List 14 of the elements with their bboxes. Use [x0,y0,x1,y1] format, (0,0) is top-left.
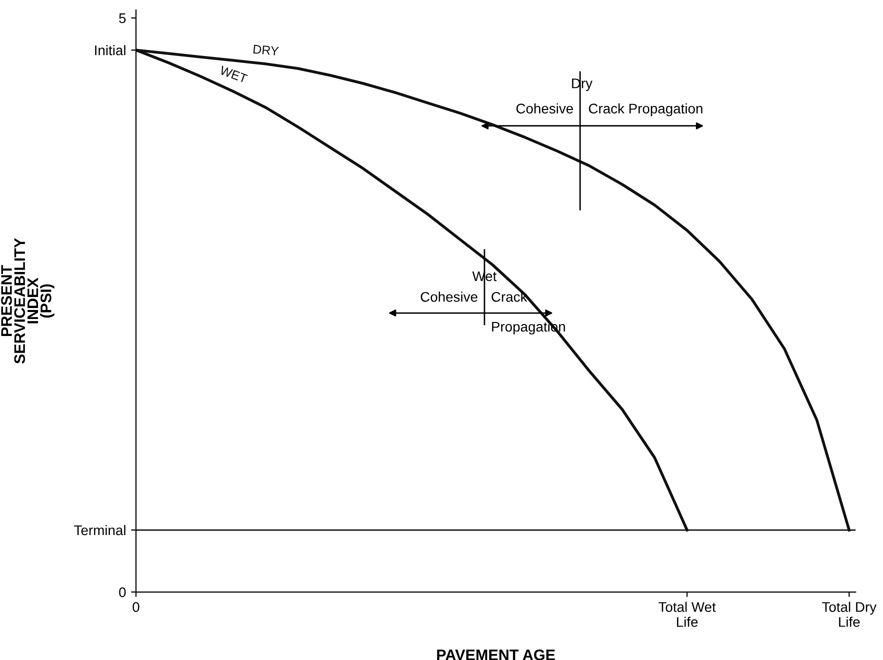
x-tick-label: Total Dry Life [822,602,877,627]
x-tick-label: Total Wet Life [658,602,716,627]
y-tick-label: 0 [119,587,126,598]
x-tick-label: 0 [132,602,140,612]
y-tick-label: Initial [95,45,126,56]
text: WET [219,66,248,84]
y-tick-label: Terminal [74,524,126,536]
annotation: Cohesive [420,292,478,302]
y-tick-label: 5 [119,13,126,24]
annotation: Crack Propagation [588,103,702,116]
x-axis-title: PAVEMENT AGE [437,649,555,660]
y-axis-title: PRESENT SERVICEABILITY INDEX (PSI) [1,238,54,364]
series-label: DRY [253,44,279,56]
annotation: Cohesive [516,103,573,114]
